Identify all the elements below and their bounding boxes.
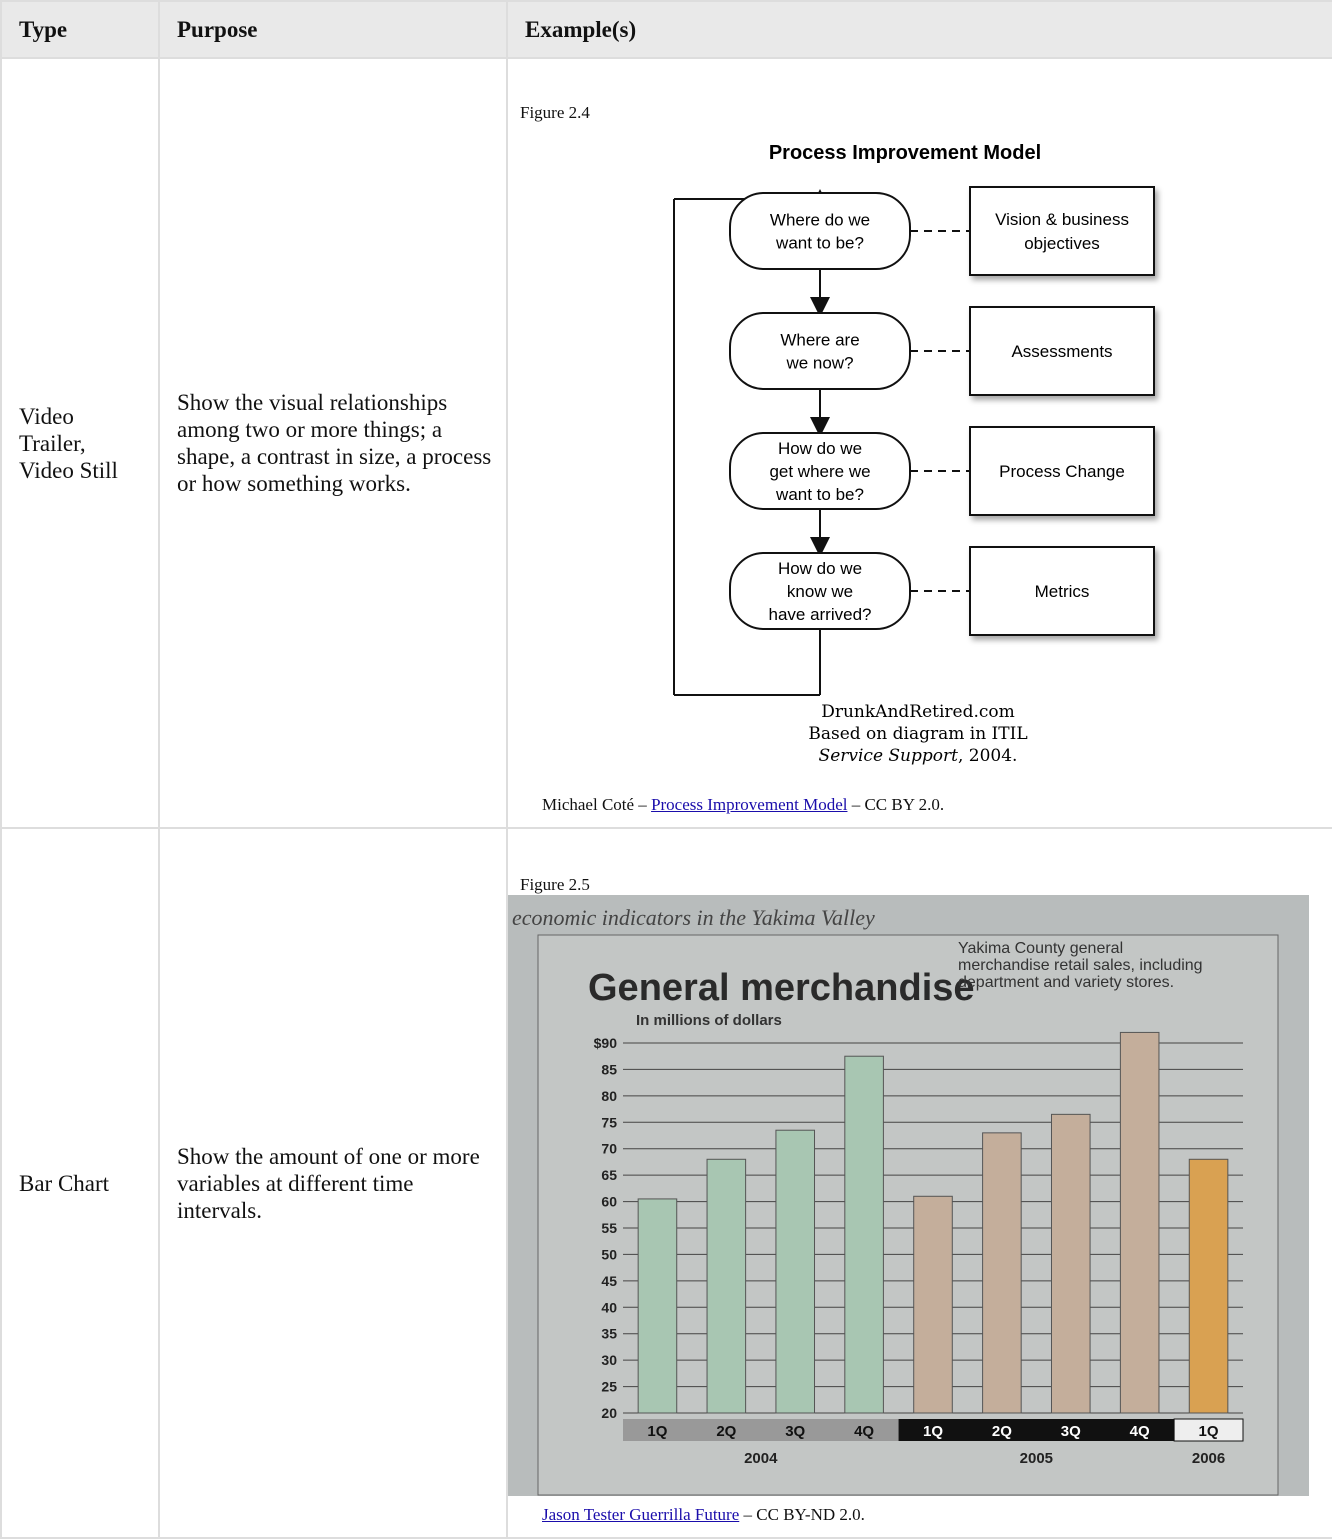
- question-text: have arrived?: [768, 605, 871, 624]
- purpose-cell: Show the visual relationships among two …: [158, 57, 508, 829]
- y-tick-label: 60: [601, 1194, 617, 1210]
- y-tick-label: 50: [601, 1246, 617, 1262]
- y-tick-label: 30: [601, 1352, 617, 1368]
- bar: [1050, 1113, 1091, 1414]
- bar: [844, 1055, 884, 1414]
- x-tick-label: 1Q: [923, 1423, 943, 1440]
- result-box: [969, 546, 1155, 636]
- header-row: Type Purpose Example(s): [0, 0, 1332, 59]
- x-tick-label: 1Q: [647, 1423, 667, 1440]
- result-text: objectives: [1024, 234, 1100, 253]
- question-text: know we: [787, 582, 853, 601]
- question-text: How do we: [778, 439, 862, 458]
- credit-link[interactable]: Jason Tester Guerrilla Future: [542, 1505, 740, 1524]
- figure-label: Figure 2.4: [520, 103, 590, 122]
- type-cell: Bar Chart: [0, 827, 160, 1539]
- credit-license: – CC BY 2.0.: [851, 795, 945, 814]
- credit-license: – CC BY-ND 2.0.: [743, 1505, 865, 1524]
- credit-link[interactable]: Process Improvement Model: [651, 795, 848, 814]
- example-cell: Figure 2.4 Process Improvement Model Dru…: [506, 57, 1332, 829]
- y-tick-label: $90: [594, 1035, 618, 1051]
- row: Video Trailer, Video Still Show the visu…: [0, 57, 1332, 829]
- y-tick-label: 65: [601, 1167, 617, 1183]
- credit-author: Michael Coté –: [542, 795, 647, 814]
- question-text: Where are: [780, 331, 859, 350]
- x-tick-label: 2Q: [716, 1423, 736, 1440]
- bar: [913, 1195, 953, 1414]
- bar: [706, 1158, 747, 1414]
- y-tick-label: 85: [601, 1061, 617, 1077]
- y-tick-label: 80: [601, 1088, 617, 1104]
- question-text: want to be?: [775, 485, 864, 504]
- bar: [1188, 1158, 1229, 1414]
- type-cell: Video Trailer, Video Still: [0, 57, 160, 829]
- diagram: Process Improvement Model DrunkAndRetire…: [673, 142, 1155, 766]
- y-tick-label: 70: [601, 1141, 617, 1157]
- question-text: we now?: [785, 354, 853, 373]
- result-box: [969, 426, 1155, 516]
- chart-header: economic indicators in the Yakima Valley: [512, 905, 875, 930]
- result-box: [969, 306, 1155, 396]
- book-title: Service Support: [819, 746, 959, 766]
- strip: [1173, 1418, 1244, 1442]
- y-tick-label: 20: [601, 1405, 617, 1421]
- y-tick-label: 55: [601, 1220, 617, 1236]
- credit: Michael Coté – Process Improvement Model…: [542, 791, 944, 818]
- question-text: want to be?: [775, 234, 864, 253]
- chart-description: Yakima County general: [958, 940, 1123, 957]
- y-tick-label: 25: [601, 1379, 617, 1395]
- result-text: Process Change: [999, 462, 1125, 481]
- x-tick-label: 4Q: [1130, 1423, 1150, 1440]
- question-text: get where we: [769, 462, 870, 481]
- y-tick-label: 45: [601, 1273, 617, 1289]
- y-tick-label: 35: [601, 1326, 617, 1342]
- chart-photo: economic indicators in the Yakima Valley…: [508, 895, 1309, 1496]
- bar: [637, 1198, 678, 1414]
- row: Bar Chart Show the amount of one or more…: [0, 827, 1332, 1539]
- chart-description: department and variety stores.: [958, 974, 1174, 991]
- bar: [775, 1129, 816, 1414]
- result-text: Metrics: [1035, 582, 1090, 601]
- y-tick-label: 75: [601, 1114, 617, 1130]
- x-tick-label: 2Q: [992, 1423, 1012, 1440]
- figure-label: Figure 2.5: [520, 875, 590, 894]
- x-tick-label: 3Q: [785, 1423, 805, 1440]
- chart-unit: In millions of dollars: [636, 1012, 782, 1029]
- diagram-source: DrunkAndRetired.com: [821, 702, 1015, 722]
- header-cell: Purpose: [158, 0, 508, 59]
- year-label: 2005: [1020, 1450, 1053, 1467]
- example-cell: Figure 2.5 economic indicators in the Ya…: [506, 827, 1332, 1539]
- x-tick-label: 4Q: [854, 1423, 874, 1440]
- question-text: How do we: [778, 559, 862, 578]
- diagram-book: Service Support, 2004.: [819, 746, 1018, 766]
- y-tick-label: 40: [601, 1299, 617, 1315]
- chart-title: General merchandise: [588, 967, 975, 1009]
- x-tick-label: 1Q: [1199, 1423, 1219, 1440]
- question-box: [729, 312, 911, 390]
- book-year: , 2004.: [958, 746, 1017, 766]
- credit: Jason Tester Guerrilla Future – CC BY-ND…: [542, 1501, 865, 1528]
- question-box: [729, 192, 911, 270]
- result-text: Assessments: [1011, 342, 1112, 361]
- strip: [898, 1419, 1175, 1441]
- year-label: 2006: [1192, 1450, 1225, 1467]
- diagram-basis: Based on diagram in ITIL: [808, 724, 1027, 744]
- bar: [982, 1132, 1022, 1414]
- result-text: Vision & business: [995, 210, 1129, 229]
- header-cell: Example(s): [506, 0, 1332, 59]
- strip: [623, 1419, 899, 1441]
- header-cell: Type: [0, 0, 160, 59]
- year-label: 2004: [744, 1450, 778, 1467]
- purpose-cell: Show the amount of one or more variables…: [158, 827, 508, 1539]
- x-tick-label: 3Q: [1061, 1423, 1081, 1440]
- question-text: Where do we: [770, 211, 870, 230]
- bar: [1119, 1031, 1160, 1414]
- diagram-title: Process Improvement Model: [769, 142, 1041, 164]
- chart-description: merchandise retail sales, including: [958, 957, 1203, 974]
- result-box: [969, 186, 1155, 276]
